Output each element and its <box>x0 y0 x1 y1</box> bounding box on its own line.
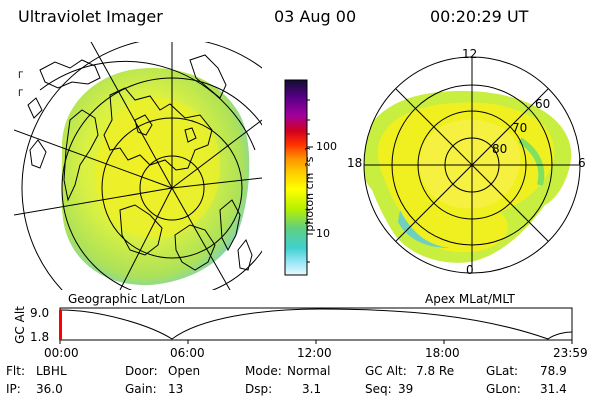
mlt-label-6: 6 <box>578 156 586 170</box>
mlat-label-60: 60 <box>535 97 551 111</box>
mlt-label-18: 18 <box>347 156 363 170</box>
flt-value: LBHL <box>36 364 67 378</box>
door-label: Door: <box>125 364 158 378</box>
mode-value: Normal <box>287 364 331 378</box>
dsp-value: 3.1 <box>302 382 322 396</box>
glat-value: 78.9 <box>540 364 567 378</box>
seq-label: Seq: <box>365 382 392 396</box>
timeline-xtick-0: 00:00 <box>44 346 79 360</box>
timeline-xtick-3: 18:00 <box>425 346 460 360</box>
altitude-curve <box>59 308 573 340</box>
flt-label: Flt: <box>6 364 25 378</box>
colorbar-tick-100: 100 <box>316 140 337 153</box>
door-value: Open <box>168 364 201 378</box>
instrument-title: Ultraviolet Imager <box>18 7 163 26</box>
glat-label: GLat: <box>486 364 519 378</box>
colorbar-gradient <box>284 79 308 276</box>
timeline-ytick-top: 9.0 <box>30 306 50 320</box>
colorbar-tick-10: 10 <box>316 227 330 240</box>
ip-label: IP: <box>6 382 21 396</box>
geo-panel-label: Geographic Lat/Lon <box>68 292 186 306</box>
image-date: 03 Aug 00 <box>274 7 357 26</box>
timeline-axis-label: GC Alt <box>13 306 27 344</box>
polar-panel-label: Apex MLat/MLT <box>425 292 515 306</box>
mlt-label-0: 0 <box>466 263 474 277</box>
svg-text:Г: Г <box>18 89 24 99</box>
gc-alt-value: 7.8 Re <box>416 364 455 378</box>
glon-label: GLon: <box>486 382 521 396</box>
mlat-label-70: 70 <box>512 121 528 135</box>
mlat-label-80: 80 <box>492 142 508 156</box>
timeline-ytick-bottom: 1.8 <box>30 330 50 344</box>
gain-value: 13 <box>168 382 184 396</box>
timeline-xtick-1: 06:00 <box>170 346 205 360</box>
image-time: 00:20:29 UT <box>430 7 529 26</box>
timeline-xtick-2: 12:00 <box>297 346 332 360</box>
mode-label: Mode: <box>245 364 282 378</box>
gc-alt-label: GC Alt: <box>365 364 407 378</box>
dsp-label: Dsp: <box>245 382 273 396</box>
mlt-label-12: 12 <box>462 47 478 61</box>
ip-value: 36.0 <box>36 382 63 396</box>
glon-value: 31.4 <box>540 382 567 396</box>
current-time-marker <box>59 310 62 340</box>
seq-value: 39 <box>398 382 414 396</box>
geo-corner-glyph: Г <box>18 71 24 81</box>
gain-label: Gain: <box>125 382 157 396</box>
timeline-xtick-4: 23:59 <box>553 346 588 360</box>
